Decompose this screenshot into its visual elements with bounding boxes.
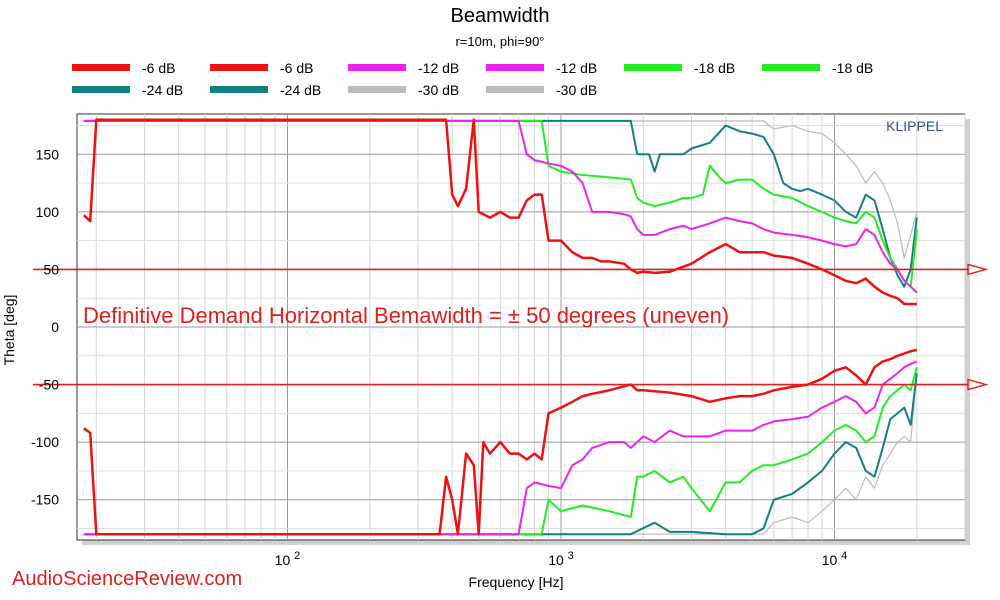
- series-line-minus30dB-0: [83, 120, 918, 259]
- reference-lines: [33, 263, 989, 391]
- series-line-minus24dB-2: [83, 119, 918, 288]
- x-tick-label: 10 4: [822, 550, 848, 568]
- y-tick-label: -150: [31, 492, 59, 508]
- y-tick-label: -100: [31, 434, 59, 450]
- y-tick-label: 100: [36, 204, 60, 220]
- legend-swatch: [348, 64, 406, 71]
- legend-label: -6 dB: [142, 60, 175, 76]
- series-line-minus18dB-4: [83, 119, 918, 288]
- legend-swatch: [762, 64, 820, 71]
- reference-arrow: [967, 378, 989, 391]
- grid: [77, 114, 966, 540]
- x-axis-label: Frequency [Hz]: [469, 574, 564, 590]
- legend-swatch: [486, 86, 544, 93]
- series-line-minus12dB-6: [83, 119, 918, 294]
- legend-swatch: [210, 64, 268, 71]
- legend-swatch: [72, 86, 130, 93]
- klippel-brand: KLIPPEL: [886, 118, 943, 134]
- y-tick-label: 150: [36, 146, 60, 162]
- legend-label: -30 dB: [556, 82, 597, 98]
- beamwidth-annotation: Definitive Demand Horizontal Bemawidth =…: [83, 303, 729, 328]
- legend-swatch: [624, 64, 682, 71]
- chart-title: Beamwidth: [451, 5, 550, 27]
- legend-label: -30 dB: [418, 82, 459, 98]
- series-line-minus30dB-1: [83, 373, 918, 535]
- x-tick-label: 10 2: [275, 550, 301, 568]
- y-tick-labels: 150 100 50 0 -50 -100 -150: [31, 146, 59, 507]
- asr-watermark: AudioScienceReview.com: [12, 568, 242, 590]
- legend-label: -12 dB: [418, 60, 459, 76]
- y-tick-label: -50: [39, 377, 59, 393]
- legend-swatch: [348, 86, 406, 93]
- legend: -6 dB -6 dB -12 dB -12 dB -18 dB -18 dB -24 dB…: [72, 60, 873, 98]
- series-line-minus6dB-8: [82, 118, 917, 306]
- reference-arrow: [967, 263, 989, 276]
- legend-label: -18 dB: [694, 60, 735, 76]
- legend-label: -24 dB: [280, 82, 321, 98]
- y-tick-label: 50: [43, 261, 59, 277]
- chart-subtitle: r=10m, phi=90°: [455, 34, 544, 49]
- series-line-minus18dB-5: [83, 367, 918, 536]
- legend-swatch: [486, 64, 544, 71]
- x-tick-labels: 10 2 10 3 10 4: [275, 550, 848, 568]
- legend-label: -12 dB: [556, 60, 597, 76]
- y-axis-label: Theta [deg]: [1, 295, 17, 366]
- series-line-minus12dB-7: [83, 360, 918, 536]
- legend-swatch: [72, 64, 130, 71]
- series-line-minus24dB-3: [83, 372, 918, 536]
- x-tick-label: 10 3: [548, 550, 574, 568]
- series-group: [82, 118, 918, 536]
- y-tick-label: 0: [51, 319, 59, 335]
- legend-label: -24 dB: [142, 82, 183, 98]
- legend-swatch: [210, 86, 268, 93]
- legend-label: -6 dB: [280, 60, 313, 76]
- legend-label: -18 dB: [832, 60, 873, 76]
